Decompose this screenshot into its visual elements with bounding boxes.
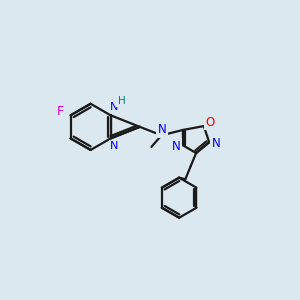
- Text: N: N: [158, 123, 167, 136]
- Text: N: N: [172, 140, 181, 153]
- Text: N: N: [110, 102, 119, 112]
- Text: N: N: [110, 141, 119, 151]
- Text: N: N: [212, 136, 220, 149]
- Text: H: H: [118, 96, 125, 106]
- Text: O: O: [205, 116, 214, 129]
- Text: F: F: [57, 105, 64, 118]
